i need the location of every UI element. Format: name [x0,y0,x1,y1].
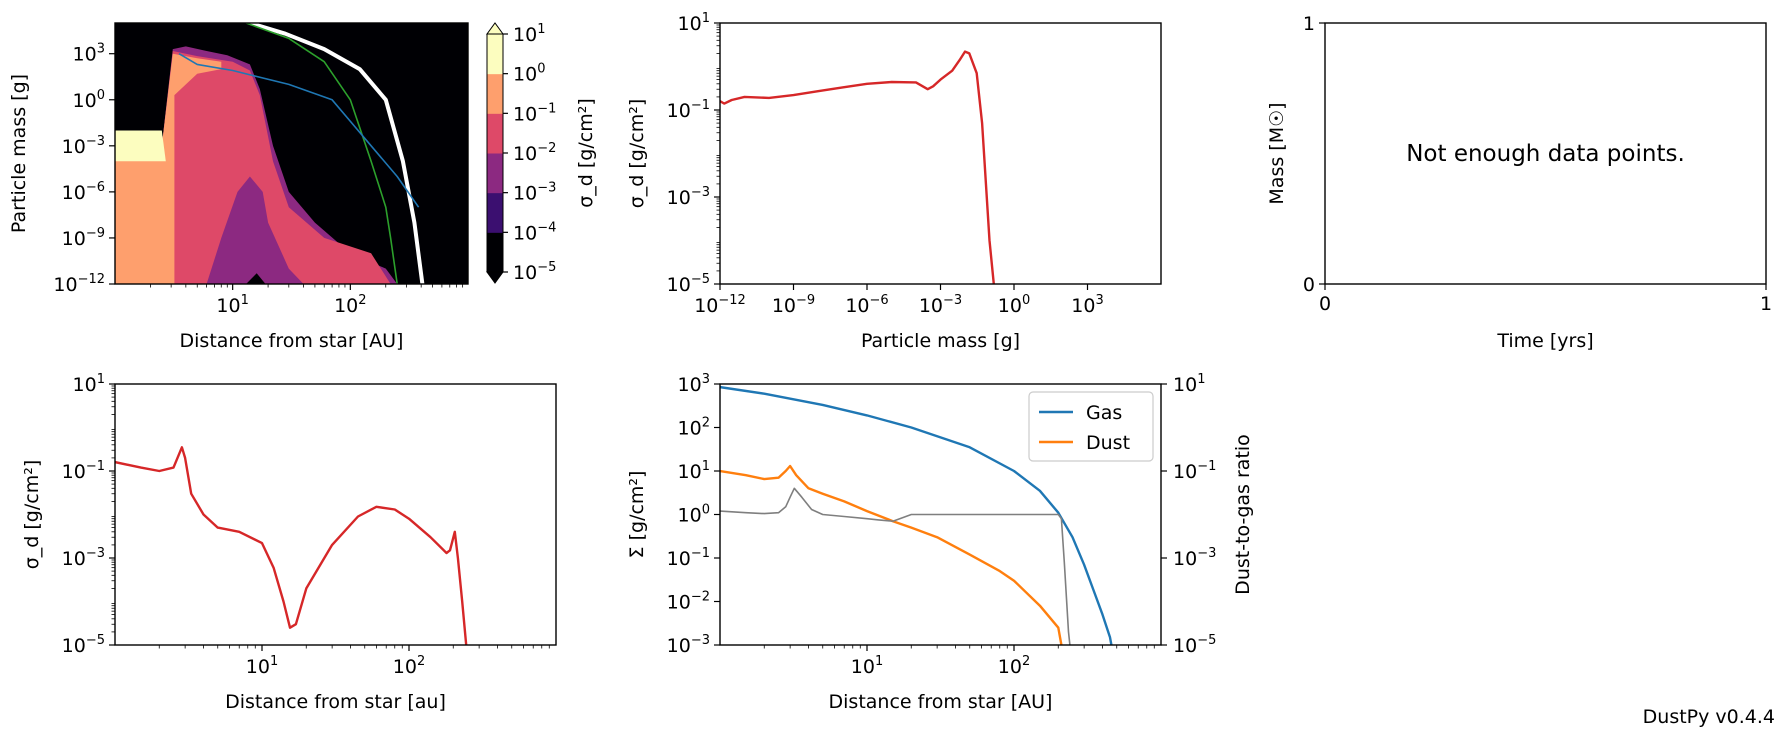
axes-frame [114,22,469,285]
version-label: DustPy v0.4.4 [1643,706,1775,728]
y-tick-label: 10−1 [667,546,710,570]
y-tick-label: 101 [678,459,710,483]
colorbar-tick-label: 10−1 [513,101,556,125]
series-line-2 [720,487,1071,645]
y2-tick-label: 101 [1173,372,1205,396]
y-tick-label: 100 [73,88,105,112]
colormap-region-inner-purple [206,176,304,284]
x-axis-label: Distance from star [AU] [829,691,1053,713]
series-line-0 [720,50,995,284]
colormap-region-dark-spot [246,273,266,284]
colorbar-tick-label: 100 [513,62,545,86]
overlay-line-2 [178,53,420,208]
y2-tick-label: 10−1 [1173,459,1216,483]
x-tick-label: 101 [216,293,248,317]
y-tick-label: 101 [678,11,710,35]
y2-tick-label: 10−5 [1173,633,1216,657]
colorbar-extend-bottom [486,271,504,284]
mass-vs-time-panel: 0 1 0 1 Time [yrs] Mass [M☉] Not enough data p… [1266,13,1772,352]
colorbar-tick-label: 10−4 [513,220,556,244]
y-tick-label: 10−2 [667,590,710,614]
colormap-region-light [115,130,166,162]
overlay-line-0 [249,23,425,284]
series-line-1 [720,464,1063,645]
y-tick-label: 10−5 [667,272,710,296]
sigma-vs-mass-panel: 10−12 10−9 10−6 10−3 100 103 10−5 10−3 10−1 101 Pa… [626,11,1162,352]
x-tick-label: 102 [998,654,1030,678]
y-tick-label: 102 [678,416,710,440]
y-axis-label: σ_d [g/cm²] [21,460,43,570]
colorbar-segment [487,232,503,273]
no-data-message: Not enough data points. [1406,141,1685,167]
y-tick-label: 10−6 [62,180,105,204]
colorbar-segment [487,34,503,75]
y-tick-label: 10−12 [53,272,105,296]
x-tick-label: 1 [1760,293,1772,315]
x-tick-label: 103 [1071,293,1103,317]
x-tick-label: 10−3 [919,293,962,317]
x-tick-label: 10−12 [694,293,746,317]
legend-box [1028,391,1154,462]
x-tick-label: 102 [393,654,425,678]
series-line-0 [115,446,468,645]
overlay-line-1 [245,23,398,284]
x-axis-label: Time [yrs] [1496,330,1593,352]
colormap-panel: 101 102 10−12 10−9 10−6 10−3 100 103 Distance fr… [8,22,597,352]
axes-frame [114,383,557,646]
y2-tick-label: 10−3 [1173,546,1216,570]
colorbar-extend-top [486,22,504,35]
y-tick-label: 10−1 [62,459,105,483]
y-tick-label: 0 [1303,274,1315,296]
x-axis-label: Distance from star [au] [225,691,446,713]
x-tick-label: 101 [851,654,883,678]
colorbar-label: σ_d [g/cm²] [575,98,597,208]
colorbar-tick-label: 101 [513,22,545,46]
y-tick-label: 100 [678,503,710,527]
x-tick-label: 100 [998,293,1030,317]
x-tick-label: 10−6 [845,293,888,317]
colorbar-tick-label: 10−3 [513,181,556,205]
y-tick-label: 101 [73,372,105,396]
y-axis-label: Particle mass [g] [8,74,30,233]
colorbar-segment [487,153,503,194]
colormap-region-pink [115,51,391,284]
surface-density-panel: 101 102 10−3 10−2 10−1 100 101 102 103 10−5 10−3 10… [626,372,1254,713]
x-tick-label: 102 [334,293,366,317]
colorbar-segment [487,73,503,114]
y-axis-label: Mass [M☉] [1266,102,1288,204]
x-tick-label: 101 [246,654,278,678]
x-tick-label: 0 [1319,293,1331,315]
y-tick-label: 10−3 [62,546,105,570]
colormap-region-orange [115,53,222,284]
y-tick-label: 10−3 [62,134,105,158]
y-tick-label: 103 [678,372,710,396]
axes-frame [719,22,1162,285]
colorbar-segment [487,113,503,154]
x-axis-label: Particle mass [g] [861,330,1020,352]
y-tick-label: 10−3 [667,633,710,657]
y-axis-label: σ_d [g/cm²] [626,99,648,209]
y-tick-label: 10−9 [62,226,105,250]
y-axis-label: Σ [g/cm²] [626,471,648,559]
x-axis-label: Distance from star [AU] [180,330,404,352]
legend-label: Dust [1086,432,1130,454]
legend-label: Gas [1086,402,1122,424]
sigma-vs-distance-panel: 101 102 10−5 10−3 10−1 101 Distance from star … [21,372,557,713]
y-tick-label: 1 [1303,13,1315,35]
series-line-0 [720,385,1113,645]
axes-frame [1324,22,1767,285]
y-tick-label: 10−1 [667,98,710,122]
x-tick-label: 10−9 [772,293,815,317]
y-tick-label: 10−5 [62,633,105,657]
y-tick-label: 10−3 [667,185,710,209]
y-tick-label: 103 [73,42,105,66]
colorbar-tick-label: 10−5 [513,260,556,284]
y2-axis-label: Dust-to-gas ratio [1232,434,1254,595]
colorbar-tick-label: 10−2 [513,141,556,165]
colorbar-segment [487,192,503,233]
